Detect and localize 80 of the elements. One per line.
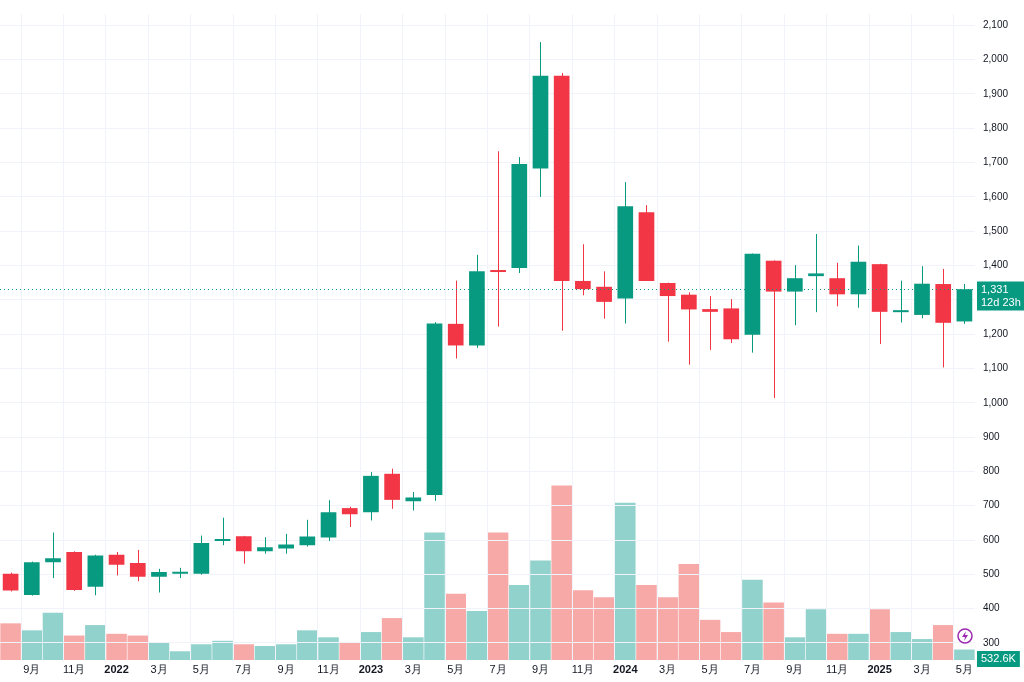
x-tick-label: 3月 [404,663,422,676]
y-tick-label: 600 [983,533,1001,545]
x-tick-label: 5月 [701,663,719,676]
x-tick-label: 5月 [955,663,973,676]
x-tick-label: 7月 [235,663,253,676]
candlestick [45,531,61,579]
candlestick [405,491,422,512]
bar [826,633,848,660]
bar [763,602,784,660]
x-tick-label: 7月 [743,663,762,676]
y-tick-label: 300 [983,636,1001,648]
bar [445,593,466,660]
y-tick-label: 1,700 [983,156,1009,168]
candlestick [490,150,506,328]
candlestick [702,295,718,351]
candlestick [108,551,125,576]
y-tick-label: 1,600 [983,190,1009,202]
candlestick [681,291,697,366]
y-tick-label: 2,000 [983,53,1009,65]
candlestick [235,535,252,565]
text: 12d 23h [981,295,1021,308]
candlestick [278,533,294,555]
text: 532.6K [981,652,1017,665]
y-tick-label: 1,200 [983,327,1009,339]
bar [466,611,488,660]
x-tick-label: 3月 [150,663,168,676]
x-tick-label: 5月 [192,663,210,676]
x-tick-label: 11月 [571,663,595,676]
y-tick-label: 1,500 [983,224,1009,236]
x-tick-label: 9月 [786,663,804,676]
bar [381,618,403,660]
x-tick-label: 3月 [913,663,931,676]
y-tick-label: 900 [983,430,1001,442]
x-tick-label: 11月 [317,663,340,676]
candlestick [829,262,846,307]
bar [614,502,636,660]
x-tick-label: 9月 [23,663,41,676]
bar [85,625,106,660]
candlestick [659,282,676,343]
y-tick-label: 800 [983,465,1001,477]
y-tick-label: 500 [983,568,1001,580]
bar [339,642,361,660]
candlestick [2,572,19,592]
bar [869,609,890,660]
candlestick [151,568,167,594]
ref-line-label: 1,331 [981,282,1009,295]
candlestick [299,519,316,548]
x-tick-label: 2024 [613,663,639,676]
y-tick-label: 400 [983,602,1001,614]
candlestick [341,506,358,528]
bar [0,623,21,660]
y-tick-label: 1,900 [983,87,1009,99]
candlestick [447,280,464,359]
bar [487,532,509,660]
bar [742,579,763,660]
candlestick [214,517,231,546]
candlestick [596,270,612,320]
x-tick-label: 9月 [531,663,550,676]
x-tick-label: 2023 [358,663,384,676]
x-tick-label: 7月 [489,663,507,676]
x-tick-label: 11月 [62,663,86,676]
y-tick-label: 2,100 [983,19,1009,31]
x-tick-label: 2022 [104,663,129,676]
bar [233,644,255,660]
x-tick-label: 2025 [867,663,892,676]
x-tick-label: 3月 [659,663,677,676]
x-tick-label: 9月 [277,663,295,676]
bar [932,625,954,660]
y-tick-label: 1,800 [983,122,1009,134]
x-tick-label: 11月 [826,663,849,676]
candlestick [575,243,591,296]
y-tick-label: 1,000 [983,396,1009,408]
x-tick-label: 5月 [447,663,465,676]
bar [848,633,869,660]
bar [63,635,85,660]
candlestick [129,549,146,582]
y-tick-label: 1,100 [983,362,1009,374]
y-tick-label: 700 [983,499,1001,511]
y-tick-label: 1,400 [983,259,1009,271]
bar [360,632,382,660]
